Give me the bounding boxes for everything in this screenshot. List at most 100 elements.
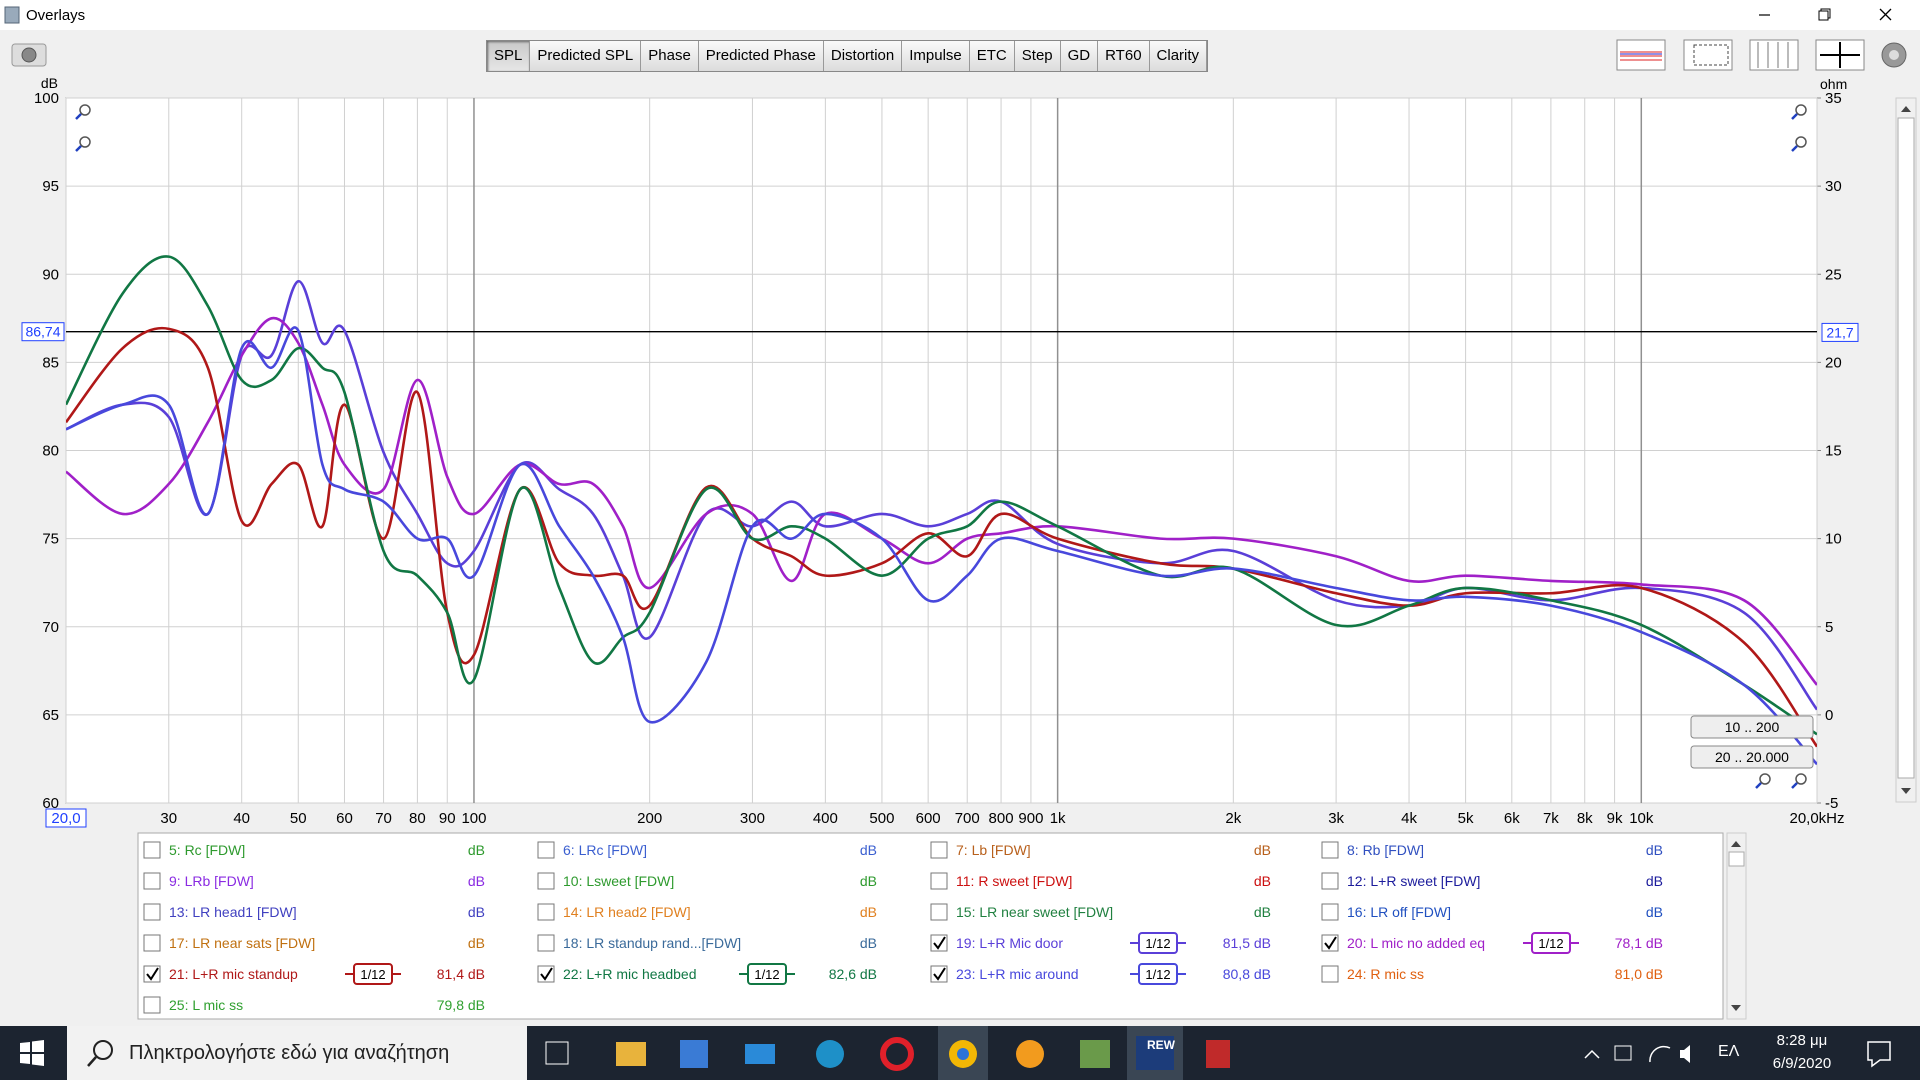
legend-level: dB — [1646, 904, 1663, 920]
checkbox[interactable] — [537, 903, 555, 921]
smoothing-badge[interactable] — [1138, 932, 1178, 954]
x-tick-label: 500 — [869, 810, 894, 827]
legend-item[interactable]: 13: LR head1 [FDW] dB — [143, 903, 485, 921]
legend-scrollbar[interactable] — [1726, 832, 1747, 1020]
clock-time[interactable]: 8:28 μμ — [1776, 1032, 1828, 1049]
legend-item[interactable]: 7: Lb [FDW] dB — [930, 841, 1271, 859]
legend-item[interactable]: 8: Rb [FDW] dB — [1321, 841, 1663, 859]
scroll-thumb[interactable] — [1897, 117, 1915, 779]
legend-item[interactable]: 23: L+R mic around 1/12 80,8 dB — [930, 963, 1271, 985]
clock-date[interactable]: 6/9/2020 — [1772, 1055, 1832, 1072]
notifications[interactable] — [1858, 1026, 1898, 1080]
checkbox[interactable] — [1321, 872, 1339, 890]
range-button[interactable] — [1690, 745, 1814, 769]
zoom-icon[interactable] — [75, 104, 91, 120]
zoom-handle — [75, 113, 82, 120]
response-curve — [66, 326, 1817, 748]
legend-item[interactable]: 22: L+R mic headbed 1/12 82,6 dB — [537, 963, 877, 985]
start-button[interactable] — [12, 1026, 52, 1080]
tab-bar: SPL Predicted SPL Phase Predicted Phase Dist… — [486, 40, 1209, 72]
y-tick-label: 95 — [42, 178, 59, 195]
checkbox[interactable] — [1321, 903, 1339, 921]
checkbox[interactable] — [143, 934, 161, 952]
legend-item[interactable]: 21: L+R mic standup 1/12 81,4 dB — [143, 963, 485, 985]
legend-item[interactable]: 20: L mic no added eq 1/12 78,1 dB — [1321, 932, 1663, 954]
checkbox[interactable] — [930, 841, 948, 859]
x-tick-label: 6k — [1504, 810, 1520, 827]
legend-item[interactable]: 16: LR off [FDW] dB — [1321, 903, 1663, 921]
window-controls[interactable] — [1660, 0, 1920, 30]
zoom-icon[interactable] — [75, 136, 91, 152]
checkbox[interactable] — [537, 872, 555, 890]
tab[interactable]: Phase — [641, 41, 699, 71]
legend-item[interactable]: 15: LR near sweet [FDW] dB — [930, 903, 1271, 921]
checkbox[interactable] — [143, 903, 161, 921]
legend-item[interactable]: 11: R sweet [FDW] dB — [930, 872, 1271, 890]
view-controls[interactable] — [1612, 36, 1912, 76]
cursor-box — [1821, 322, 1859, 342]
tab[interactable]: Clarity — [1149, 41, 1208, 71]
tab[interactable]: RT60 — [1098, 41, 1150, 71]
x-tick-label: 30 — [160, 810, 177, 827]
legend-level: dB — [1254, 873, 1271, 889]
legend-item[interactable]: 24: R mic ss 81,0 dB — [1321, 965, 1663, 983]
smoothing-badge[interactable] — [1138, 963, 1178, 985]
checkbox[interactable] — [930, 903, 948, 921]
legend-item[interactable]: 5: Rc [FDW] dB — [143, 841, 485, 859]
x-tick-label: 10k — [1629, 810, 1654, 827]
x-tick-label: 900 — [1018, 810, 1043, 827]
smoothing-badge[interactable] — [353, 963, 393, 985]
checkbox[interactable] — [537, 841, 555, 859]
checkbox[interactable] — [930, 872, 948, 890]
legend-item[interactable]: 9: LRb [FDW] dB — [143, 872, 485, 890]
legend-label: 12: L+R sweet [FDW] — [1347, 873, 1480, 889]
checkbox[interactable] — [143, 872, 161, 890]
y-tick-label: 70 — [42, 619, 59, 636]
camera-button[interactable] — [10, 40, 50, 70]
tab[interactable]: Distortion — [823, 41, 903, 71]
checkbox[interactable] — [143, 841, 161, 859]
zoom-handle — [75, 145, 82, 152]
zoom-icon[interactable] — [1791, 136, 1807, 152]
tab[interactable]: ETC — [969, 41, 1015, 71]
zoom-handle — [1755, 782, 1762, 789]
checkbox[interactable] — [1321, 965, 1339, 983]
system-tray[interactable] — [1580, 1026, 1700, 1080]
smoothing-badge[interactable] — [1531, 932, 1571, 954]
zoom-glass — [1795, 104, 1807, 116]
legend-item[interactable]: 10: Lsweet [FDW] dB — [537, 872, 877, 890]
legend-label: 5: Rc [FDW] — [169, 842, 245, 858]
legend-item[interactable]: 17: LR near sats [FDW] dB — [143, 934, 485, 952]
legend-item[interactable]: 19: L+R Mic door 1/12 81,5 dB — [930, 932, 1271, 954]
smoothing-badge[interactable] — [747, 963, 787, 985]
legend-scroll-thumb[interactable] — [1728, 851, 1745, 867]
legend-label: 10: Lsweet [FDW] — [563, 873, 674, 889]
y-tick-label: 85 — [42, 354, 59, 371]
tab[interactable]: Predicted SPL — [530, 41, 642, 71]
checkbox[interactable] — [143, 996, 161, 1014]
legend-item[interactable]: 14: LR head2 [FDW] dB — [537, 903, 877, 921]
input-language[interactable]: ΕΛ — [1718, 1043, 1740, 1060]
checkbox[interactable] — [537, 934, 555, 952]
tab[interactable]: Step — [1014, 41, 1061, 71]
zoom-icon[interactable] — [1755, 773, 1771, 789]
range-button[interactable] — [1690, 715, 1814, 739]
legend-level: dB — [1254, 904, 1271, 920]
zoom-icon[interactable] — [1791, 104, 1807, 120]
zoom-icon[interactable] — [1791, 773, 1807, 789]
search-placeholder: Πληκτρολογήστε εδώ για αναζήτηση — [129, 1042, 450, 1064]
checkbox[interactable] — [1321, 841, 1339, 859]
taskbar-apps[interactable] — [530, 1026, 1230, 1080]
legend-item[interactable]: 6: LRc [FDW] dB — [537, 841, 877, 859]
legend-item[interactable]: 18: LR standup rand...[FDW] dB — [537, 934, 877, 952]
tab[interactable]: SPL — [487, 41, 531, 71]
x-tick-label: 400 — [813, 810, 838, 827]
legend-item[interactable]: 25: L mic ss 79,8 dB — [143, 996, 485, 1014]
legend-label: 21: L+R mic standup — [169, 966, 298, 982]
search-box[interactable]: Πληκτρολογήστε εδώ για αναζήτηση — [67, 1026, 527, 1080]
tab[interactable]: Impulse — [902, 41, 970, 71]
tab[interactable]: GD — [1060, 41, 1099, 71]
legend-item[interactable]: 12: L+R sweet [FDW] dB — [1321, 872, 1663, 890]
y2-tick-label: 30 — [1825, 178, 1842, 195]
tab[interactable]: Predicted Phase — [698, 41, 824, 71]
